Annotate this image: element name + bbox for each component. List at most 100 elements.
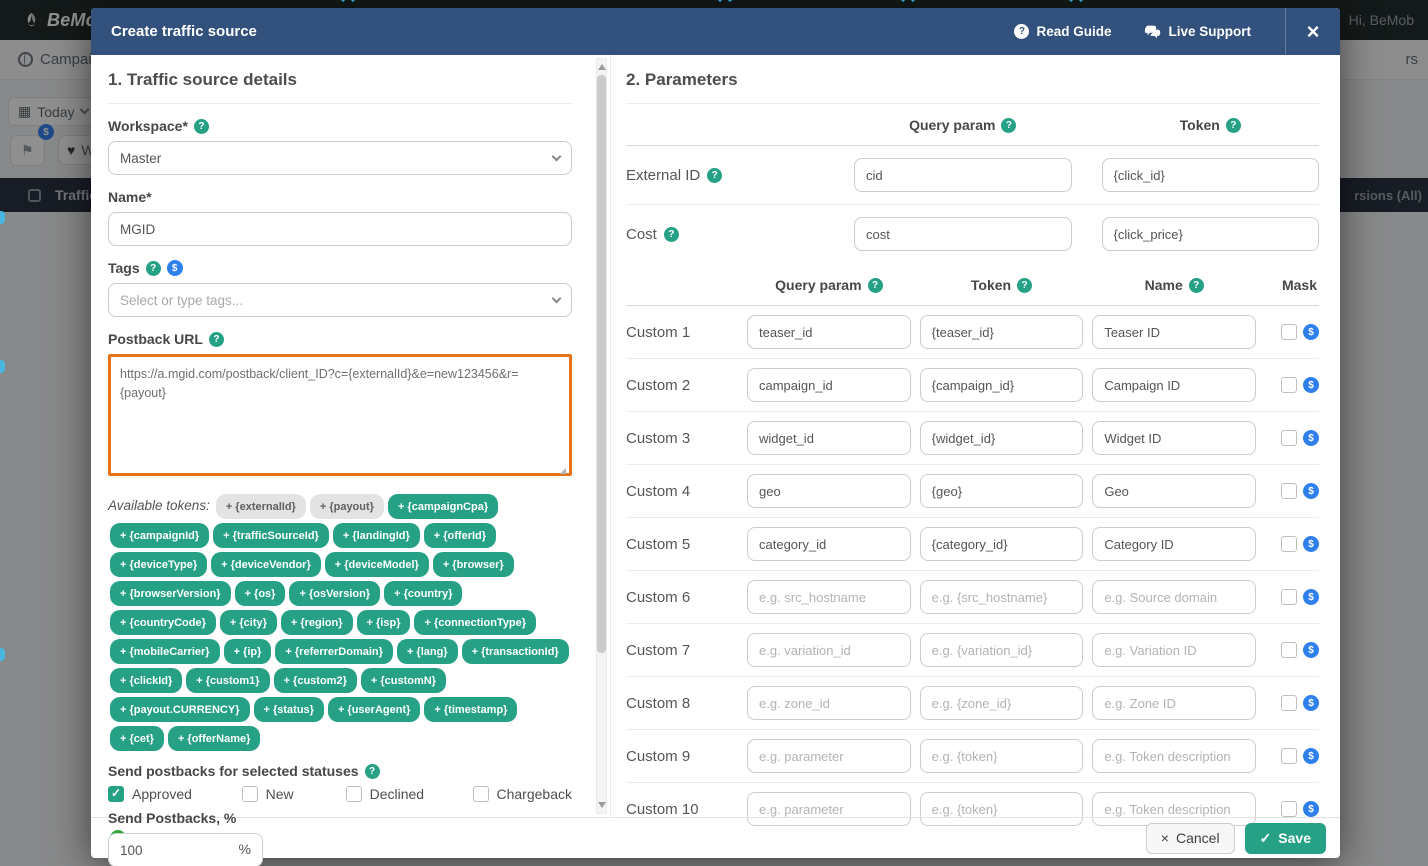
- help-icon[interactable]: ?: [663, 226, 679, 242]
- premium-badge-icon[interactable]: $: [1303, 430, 1319, 446]
- custom-6-mask-checkbox[interactable]: [1281, 589, 1297, 605]
- flag-filter-button[interactable]: ⚑: [10, 135, 45, 166]
- token-pill[interactable]: + {landingId}: [332, 523, 420, 548]
- token-pill[interactable]: + {transactionId}: [461, 639, 569, 664]
- token-pill[interactable]: + {browserVersion}: [110, 581, 231, 606]
- custom-1-name-input[interactable]: [1092, 315, 1256, 349]
- select-all-checkbox[interactable]: [28, 188, 41, 202]
- external-id-query-input[interactable]: [854, 158, 1072, 192]
- token-pill[interactable]: + {lang}: [396, 639, 458, 664]
- premium-badge-icon[interactable]: $: [1303, 377, 1319, 393]
- token-pill[interactable]: + {countryCode}: [110, 610, 216, 635]
- premium-badge-icon[interactable]: $: [1303, 589, 1319, 605]
- custom-6-token-input[interactable]: [919, 580, 1084, 614]
- help-icon[interactable]: ?: [867, 277, 883, 293]
- custom-7-mask-checkbox[interactable]: [1281, 642, 1297, 658]
- custom-5-token-input[interactable]: [919, 527, 1084, 561]
- custom-2-query-input[interactable]: [747, 368, 911, 402]
- scrollbar-thumb[interactable]: [597, 75, 606, 653]
- token-pill[interactable]: + {custom1}: [186, 668, 270, 693]
- token-pill[interactable]: + {status}: [253, 697, 324, 722]
- token-pill[interactable]: + {offerId}: [423, 523, 497, 548]
- token-pill[interactable]: + {deviceModel}: [324, 552, 429, 577]
- custom-6-query-input[interactable]: [747, 580, 911, 614]
- custom-5-mask-checkbox[interactable]: [1281, 536, 1297, 552]
- custom-2-name-input[interactable]: [1092, 368, 1256, 402]
- custom-7-query-input[interactable]: [747, 633, 911, 667]
- custom-4-mask-checkbox[interactable]: [1281, 483, 1297, 499]
- token-pill[interactable]: + {os}: [234, 581, 286, 606]
- token-pill[interactable]: + {trafficSourceId}: [213, 523, 329, 548]
- nav-item-campaigns[interactable]: Campaig: [18, 51, 100, 68]
- token-pill[interactable]: + {country}: [384, 581, 463, 606]
- custom-1-query-input[interactable]: [747, 315, 911, 349]
- token-pill[interactable]: + {payout}: [309, 494, 384, 519]
- custom-5-name-input[interactable]: [1092, 527, 1256, 561]
- new-checkbox[interactable]: [241, 786, 258, 802]
- tags-select[interactable]: Select or type tags...: [108, 283, 572, 317]
- name-input[interactable]: [108, 212, 572, 246]
- close-modal-button[interactable]: ×: [1285, 8, 1340, 55]
- live-support-link[interactable]: Live Support: [1145, 24, 1251, 39]
- token-pill[interactable]: + {userAgent}: [327, 697, 421, 722]
- token-pill[interactable]: + {region}: [280, 610, 353, 635]
- cost-token-input[interactable]: [1101, 217, 1319, 251]
- cancel-button[interactable]: × Cancel: [1145, 822, 1235, 854]
- premium-badge-icon[interactable]: $: [1303, 642, 1319, 658]
- custom-7-token-input[interactable]: [919, 633, 1084, 667]
- custom-9-name-input[interactable]: [1092, 739, 1256, 773]
- token-pill[interactable]: + {connectionType}: [414, 610, 537, 635]
- custom-9-mask-checkbox[interactable]: [1281, 748, 1297, 764]
- left-panel-scrollbar[interactable]: [596, 58, 607, 814]
- custom-3-name-input[interactable]: [1092, 421, 1256, 455]
- postback-url-textarea[interactable]: https://a.mgid.com/postback/client_ID?c=…: [108, 354, 572, 476]
- premium-badge-icon[interactable]: $: [1303, 536, 1319, 552]
- token-pill[interactable]: + {payout.CURRENCY}: [110, 697, 250, 722]
- token-pill[interactable]: + {customN}: [360, 668, 446, 693]
- token-pill[interactable]: + {city}: [219, 610, 277, 635]
- column-conversions[interactable]: rsions (All): [1354, 187, 1422, 203]
- custom-9-query-input[interactable]: [747, 739, 911, 773]
- workspace-select[interactable]: Master: [108, 141, 572, 175]
- custom-7-name-input[interactable]: [1092, 633, 1256, 667]
- date-range-button[interactable]: ▦ Today: [8, 97, 98, 126]
- custom-8-query-input[interactable]: [747, 686, 911, 720]
- token-pill[interactable]: + {custom2}: [273, 668, 357, 693]
- token-pill[interactable]: + {deviceVendor}: [211, 552, 321, 577]
- custom-3-mask-checkbox[interactable]: [1281, 430, 1297, 446]
- custom-6-name-input[interactable]: [1092, 580, 1256, 614]
- token-pill[interactable]: + {timestamp}: [424, 697, 518, 722]
- custom-8-name-input[interactable]: [1092, 686, 1256, 720]
- premium-badge-icon[interactable]: $: [1303, 748, 1319, 764]
- help-icon[interactable]: ?: [1225, 117, 1241, 133]
- help-icon[interactable]: ?: [193, 118, 209, 134]
- token-pill[interactable]: + {campaignCpa}: [387, 494, 499, 519]
- help-icon[interactable]: ?: [364, 763, 380, 779]
- custom-10-mask-checkbox[interactable]: [1281, 801, 1297, 817]
- help-icon[interactable]: ?: [1017, 277, 1033, 293]
- custom-8-mask-checkbox[interactable]: [1281, 695, 1297, 711]
- token-pill[interactable]: + {deviceType}: [110, 552, 208, 577]
- custom-10-query-input[interactable]: [747, 792, 911, 826]
- premium-badge-icon[interactable]: $: [1303, 324, 1319, 340]
- custom-4-query-input[interactable]: [747, 474, 911, 508]
- custom-10-name-input[interactable]: [1092, 792, 1256, 826]
- custom-4-name-input[interactable]: [1092, 474, 1256, 508]
- custom-1-token-input[interactable]: [919, 315, 1084, 349]
- help-icon[interactable]: ?: [707, 167, 723, 183]
- help-icon[interactable]: ?: [1188, 277, 1204, 293]
- custom-3-token-input[interactable]: [919, 421, 1084, 455]
- approved-checkbox[interactable]: [108, 786, 124, 802]
- premium-badge-icon[interactable]: $: [1303, 695, 1319, 711]
- help-icon[interactable]: ?: [208, 331, 224, 347]
- declined-checkbox[interactable]: [345, 786, 362, 802]
- token-pill[interactable]: + {campaignId}: [110, 523, 210, 548]
- premium-badge-icon[interactable]: $: [38, 124, 54, 140]
- token-pill[interactable]: + {browser}: [432, 552, 514, 577]
- token-pill[interactable]: + {osVersion}: [289, 581, 381, 606]
- token-pill[interactable]: + {mobileCarrier}: [110, 639, 220, 664]
- premium-badge-icon[interactable]: $: [1303, 483, 1319, 499]
- chargeback-checkbox[interactable]: [472, 786, 489, 802]
- percent-input[interactable]: [108, 833, 263, 866]
- custom-2-token-input[interactable]: [919, 368, 1084, 402]
